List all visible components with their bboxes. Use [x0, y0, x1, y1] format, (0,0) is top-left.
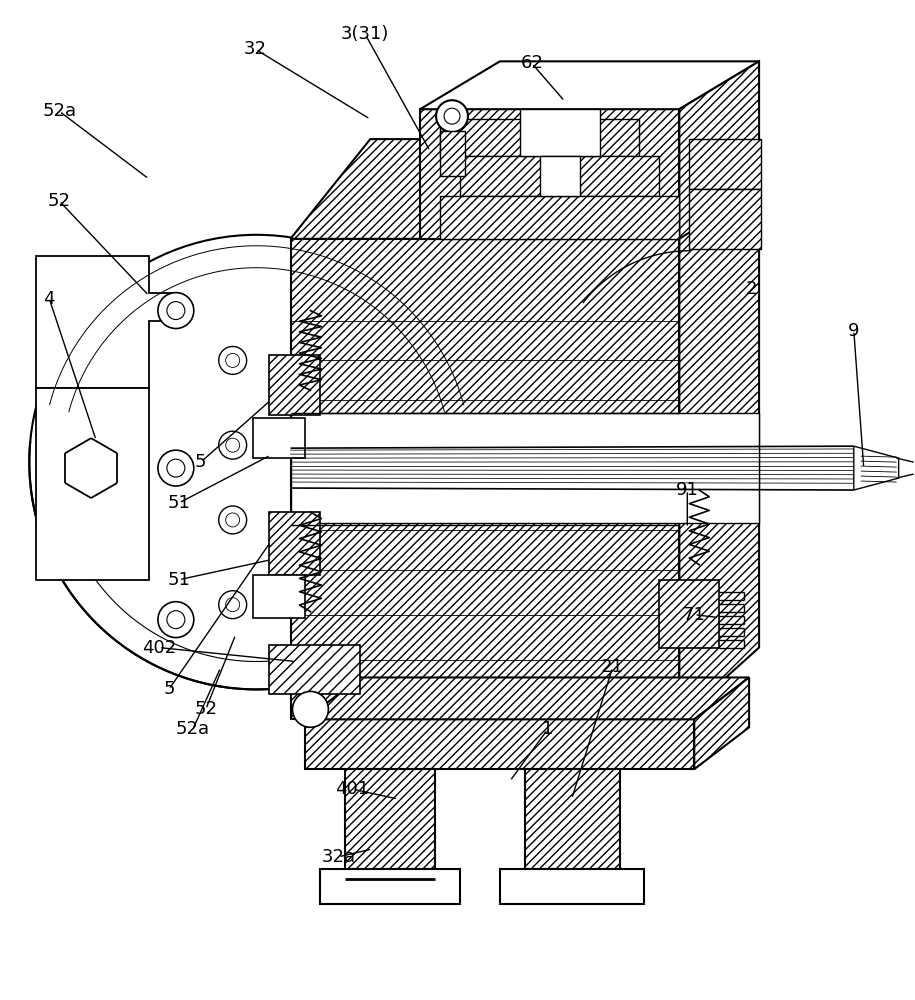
Text: 51: 51	[167, 494, 190, 512]
Circle shape	[436, 100, 468, 132]
Text: 9: 9	[848, 322, 859, 340]
Circle shape	[219, 591, 247, 619]
Text: 3(31): 3(31)	[341, 25, 390, 43]
Circle shape	[226, 438, 240, 452]
Polygon shape	[440, 131, 465, 176]
Polygon shape	[460, 156, 660, 196]
Polygon shape	[440, 119, 640, 156]
Text: 5: 5	[163, 680, 175, 698]
Text: 52a: 52a	[176, 720, 210, 738]
Circle shape	[167, 611, 185, 629]
Circle shape	[158, 450, 194, 486]
Polygon shape	[694, 677, 749, 769]
Polygon shape	[689, 189, 761, 249]
Polygon shape	[345, 769, 435, 869]
Polygon shape	[290, 139, 759, 239]
Circle shape	[29, 235, 484, 689]
Polygon shape	[306, 677, 749, 719]
Polygon shape	[440, 196, 679, 239]
Polygon shape	[540, 156, 579, 196]
Polygon shape	[525, 769, 619, 869]
Circle shape	[444, 108, 460, 124]
Circle shape	[293, 691, 328, 727]
Text: 1: 1	[542, 720, 554, 738]
Text: 2: 2	[746, 280, 757, 298]
Polygon shape	[854, 446, 899, 490]
Text: 5: 5	[195, 453, 207, 471]
Circle shape	[226, 598, 240, 612]
Polygon shape	[689, 139, 761, 189]
Circle shape	[219, 506, 247, 534]
Text: 52: 52	[48, 192, 70, 210]
Circle shape	[219, 346, 247, 374]
Text: 62: 62	[521, 54, 544, 72]
Text: 32a: 32a	[321, 848, 355, 866]
Polygon shape	[290, 239, 679, 719]
Polygon shape	[679, 61, 759, 239]
Circle shape	[226, 513, 240, 527]
Text: 71: 71	[683, 606, 705, 624]
Polygon shape	[37, 388, 149, 580]
Polygon shape	[520, 109, 599, 156]
Polygon shape	[660, 580, 719, 648]
Polygon shape	[269, 355, 320, 415]
Circle shape	[226, 353, 240, 367]
Text: 52a: 52a	[42, 102, 76, 120]
Circle shape	[158, 602, 194, 638]
Polygon shape	[269, 645, 361, 694]
Circle shape	[158, 293, 194, 329]
Polygon shape	[420, 109, 679, 239]
Polygon shape	[500, 869, 644, 904]
Polygon shape	[290, 413, 759, 523]
Polygon shape	[420, 61, 759, 109]
Polygon shape	[320, 869, 460, 904]
Text: 52: 52	[194, 700, 217, 718]
Text: 402: 402	[142, 639, 176, 657]
Circle shape	[167, 302, 185, 320]
Polygon shape	[269, 512, 320, 575]
Polygon shape	[679, 139, 759, 719]
Text: 21: 21	[601, 658, 624, 676]
Circle shape	[219, 431, 247, 459]
Text: 51: 51	[167, 571, 190, 589]
Polygon shape	[253, 575, 306, 618]
Polygon shape	[306, 719, 694, 769]
Circle shape	[167, 459, 185, 477]
Text: 401: 401	[335, 780, 370, 798]
Text: 32: 32	[244, 40, 267, 58]
Text: 4: 4	[44, 290, 55, 308]
Text: 91: 91	[676, 481, 699, 499]
Polygon shape	[37, 256, 178, 388]
Polygon shape	[253, 418, 306, 458]
